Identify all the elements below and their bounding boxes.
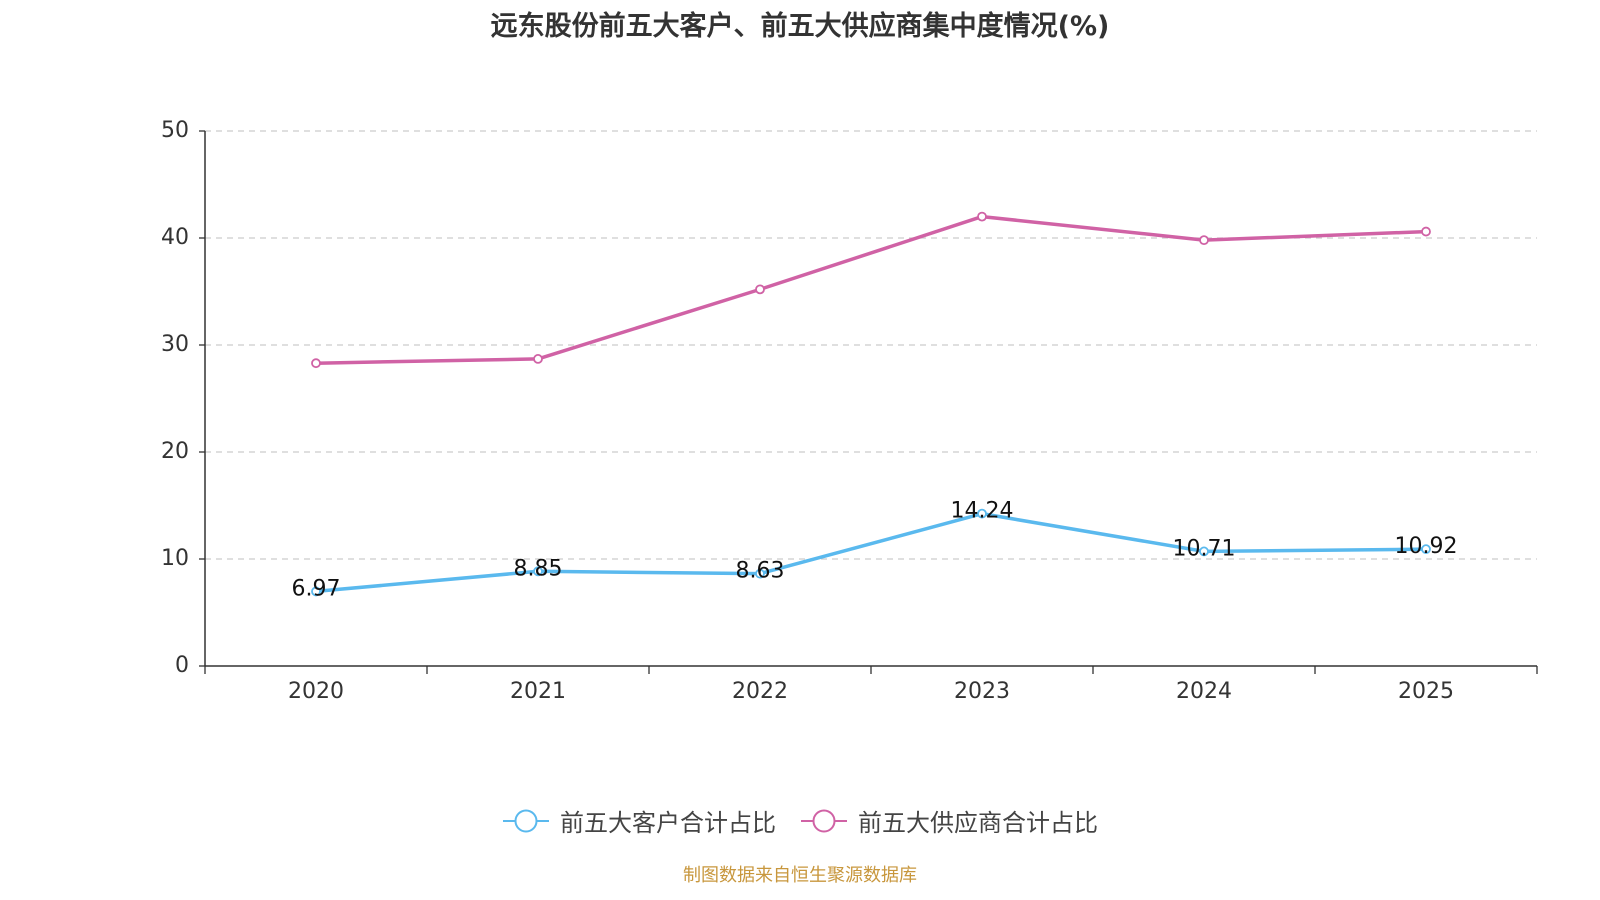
data-point bbox=[533, 566, 543, 577]
x-tick-label: 2020 bbox=[288, 679, 344, 704]
data-label: 14.24 bbox=[951, 499, 1014, 524]
legend-label-customers: 前五大客户合计占比 bbox=[560, 809, 776, 837]
x-tick-label: 2025 bbox=[1398, 679, 1454, 704]
data-point bbox=[311, 358, 321, 369]
x-tick-label: 2023 bbox=[954, 679, 1010, 704]
data-label: 10.71 bbox=[1173, 536, 1236, 561]
legend-label-suppliers: 前五大供应商合计占比 bbox=[858, 809, 1098, 837]
x-tick-label: 2024 bbox=[1176, 679, 1232, 704]
legend: 前五大客户合计占比 前五大供应商合计占比 bbox=[0, 803, 1600, 838]
y-tick-label: 40 bbox=[161, 225, 189, 250]
data-point bbox=[311, 586, 321, 597]
y-tick-label: 20 bbox=[161, 439, 189, 464]
data-point bbox=[1199, 546, 1209, 557]
y-tick-label: 50 bbox=[161, 118, 189, 143]
legend-item-suppliers[interactable]: 前五大供应商合计占比 bbox=[800, 803, 1098, 838]
data-label: 6.97 bbox=[292, 576, 341, 601]
series-line-2 bbox=[314, 214, 1428, 365]
data-label: 10.92 bbox=[1395, 534, 1458, 559]
data-point bbox=[1421, 544, 1431, 555]
y-tick-label: 30 bbox=[161, 332, 189, 357]
legend-marker-customers-icon bbox=[503, 809, 549, 832]
x-tick-label: 2021 bbox=[510, 679, 566, 704]
data-label: 8.63 bbox=[736, 559, 785, 584]
data-point bbox=[977, 508, 987, 519]
data-point bbox=[1421, 226, 1431, 237]
legend-item-customers[interactable]: 前五大客户合计占比 bbox=[502, 803, 776, 838]
chart-title: 远东股份前五大客户、前五大供应商集中度情况(%) bbox=[490, 11, 1110, 42]
y-tick-label: 10 bbox=[161, 546, 189, 571]
y-tick-label: 0 bbox=[175, 653, 189, 678]
series-line-1 bbox=[314, 511, 1428, 594]
data-point bbox=[977, 211, 987, 222]
legend-marker-suppliers-icon bbox=[801, 809, 847, 832]
data-point bbox=[755, 284, 765, 295]
data-point bbox=[533, 354, 543, 364]
source-note: 制图数据来自恒生聚源数据库 bbox=[683, 865, 917, 886]
data-point bbox=[1199, 235, 1209, 246]
data-point bbox=[755, 568, 765, 579]
x-tick-label: 2022 bbox=[732, 679, 788, 704]
data-label: 8.85 bbox=[514, 556, 563, 581]
